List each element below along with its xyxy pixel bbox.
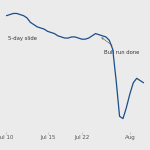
Text: 5-day slide: 5-day slide: [8, 36, 37, 41]
Text: Bull run done: Bull run done: [102, 38, 140, 55]
